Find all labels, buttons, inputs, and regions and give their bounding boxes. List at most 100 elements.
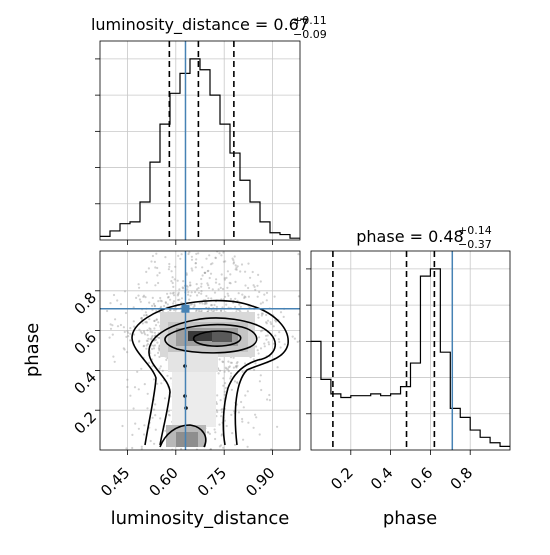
sample-point [152,344,155,347]
sample-point [136,370,139,373]
sample-point [209,448,212,450]
sample-point [230,361,233,364]
luminosity-distance-histogram-step [100,58,300,239]
sample-point [160,382,163,385]
sample-point [209,263,213,266]
sample-point [237,292,240,295]
sample-point [195,310,198,313]
sample-point [159,417,162,420]
sample-point [222,260,225,263]
sample-point [247,286,250,290]
sample-point [132,320,135,323]
sample-point [145,321,148,324]
luminosity-distance-quantile-lines [168,41,235,240]
phase-hist-xtick-label: 0.4 [367,464,397,494]
luminosity-distance-title-minus: −0.09 [293,28,327,41]
sample-point [140,317,143,320]
sample-point [157,281,160,285]
sample-point [214,256,217,259]
sample-point [201,302,204,305]
sample-point [160,300,163,303]
sample-point [278,340,281,343]
sample-point [156,274,159,277]
sample-point [270,322,273,326]
sample-point [158,367,161,370]
sample-point [150,337,153,340]
sample-point [159,305,163,308]
sample-point [215,402,218,405]
sample-point [133,386,137,389]
sample-point [232,259,235,262]
sample-point [152,347,156,350]
sample-point [146,407,149,410]
sample-point [240,400,243,404]
sample-point [143,314,146,317]
luminosity-distance-title-plus: +0.11 [293,14,327,27]
sample-point [186,288,189,291]
sample-point [220,433,224,436]
2d-ytick-label: 0.6 [71,328,101,358]
sample-point [124,311,128,315]
sample-point [256,295,259,298]
sample-point [142,344,146,347]
sample-point [198,302,201,305]
sample-point [154,414,157,417]
sample-point [173,278,176,281]
sample-point [238,303,241,306]
sample-point [146,340,149,343]
sample-point [233,380,237,383]
sample-point [149,330,152,333]
sample-point [159,365,162,368]
sample-point [182,280,185,283]
sample-point [232,262,235,265]
sample-point [145,314,148,317]
sample-point [145,281,148,284]
sample-point [206,282,209,285]
sample-point [223,393,226,396]
sample-point [259,374,262,377]
sample-point [268,399,271,402]
2d-xtick-label: 0.45 [97,464,133,500]
sample-point [137,294,140,297]
sample-point [246,390,249,393]
sample-point [220,309,223,312]
sample-point [244,296,247,299]
sample-point [208,254,211,257]
sample-point [224,260,227,263]
sample-point [230,388,233,391]
sample-point [116,325,120,328]
phase-vs-luminosity-distance-panel: 0.45 0.60 0.75 0.90 0.2 0.4 0.6 0.8 [71,250,301,500]
sample-point [201,266,204,269]
sample-point [243,295,246,298]
sample-point [224,386,227,390]
sample-point [168,414,171,417]
sample-point [201,274,204,277]
sample-point [171,276,174,279]
sample-point [167,413,170,416]
sample-point [218,358,221,361]
h1-gridlines [100,41,300,240]
sample-point [247,295,250,298]
sample-point [222,251,225,254]
sample-point [234,443,237,446]
sample-point [153,327,156,330]
sample-point [195,283,198,286]
sample-point [235,266,238,269]
sample-point [166,374,169,377]
sample-point [142,295,145,298]
h1-ticks [95,58,273,245]
sample-point [215,409,218,412]
sample-point [222,446,225,449]
sample-point [119,303,122,306]
2d-ytick-label: 0.2 [71,408,101,438]
sample-point [153,354,156,357]
sample-point [168,265,171,268]
sample-point [153,260,156,263]
sample-point [170,280,173,283]
sample-point [121,424,124,428]
sample-point [236,381,239,384]
sample-point [193,304,196,307]
sample-point [153,319,156,323]
sample-point [211,288,214,291]
